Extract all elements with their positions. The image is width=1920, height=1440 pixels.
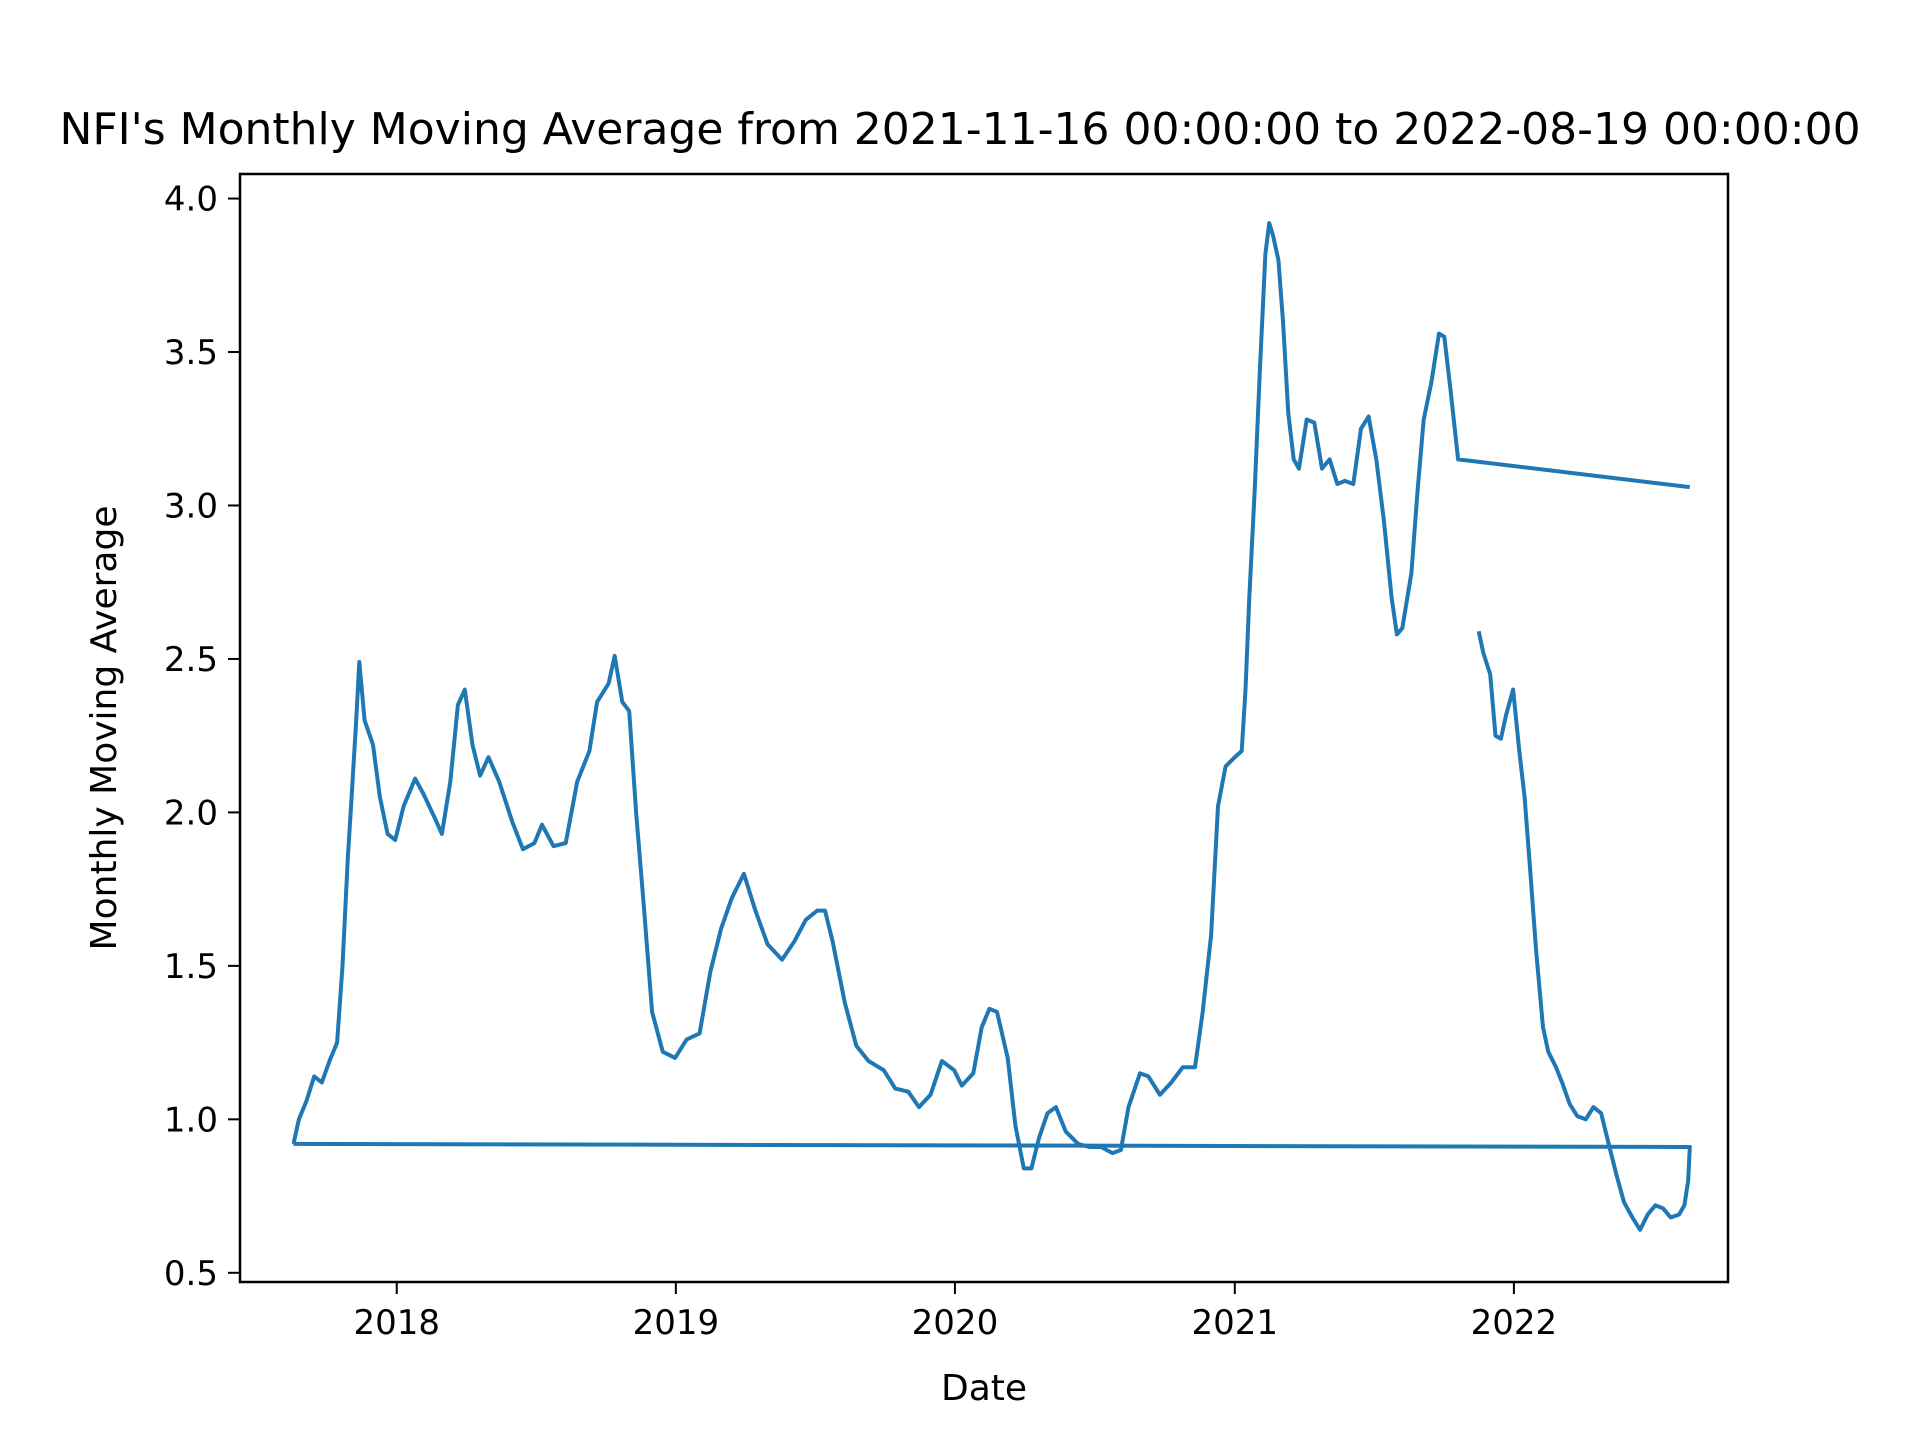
- y-tick-label: 2.0: [164, 793, 218, 833]
- plot-frame: [238, 172, 1730, 1284]
- y-axis: 0.5 1.0 1.5 2.0 2.5 3.0 3.5 4.0: [164, 180, 240, 1294]
- x-tick-label: 2019: [633, 1303, 720, 1343]
- x-tick-label: 2021: [1192, 1303, 1279, 1343]
- x-tick-label: 2018: [353, 1303, 440, 1343]
- chart-title: NFI's Monthly Moving Average from 2021-1…: [59, 104, 1860, 155]
- y-tick-label: 3.5: [164, 333, 218, 373]
- x-tick-label: 2020: [912, 1303, 999, 1343]
- y-tick-label: 0.5: [164, 1254, 218, 1294]
- x-tick-label: 2022: [1471, 1303, 1558, 1343]
- y-axis-title: Monthly Moving Average: [84, 506, 125, 951]
- series-line-segment-1: [291, 221, 1691, 1171]
- plot-area: [291, 221, 1692, 1232]
- y-tick-label: 2.5: [164, 640, 218, 680]
- y-tick-label: 1.5: [164, 947, 218, 987]
- x-axis: 2018 2019 2020 2021 2022: [353, 1282, 1557, 1343]
- y-tick-label: 4.0: [164, 180, 218, 220]
- x-axis-title: Date: [941, 1368, 1027, 1409]
- y-tick-label: 1.0: [164, 1100, 218, 1140]
- series-line-segment-2: [293, 630, 1692, 1232]
- y-tick-label: 3.0: [164, 486, 218, 526]
